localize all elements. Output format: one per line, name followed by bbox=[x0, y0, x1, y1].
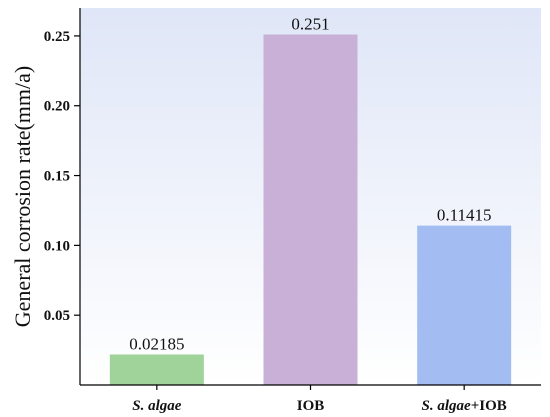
bar bbox=[417, 225, 512, 385]
x-tick-label: IOB bbox=[297, 398, 325, 414]
y-axis-title: General corrosion rate(mm/a) bbox=[10, 66, 35, 327]
y-tick-label: 0.25 bbox=[44, 29, 70, 45]
data-label: 0.02185 bbox=[129, 334, 184, 353]
bar bbox=[263, 34, 358, 385]
y-tick-label: 0.20 bbox=[44, 99, 70, 115]
bar bbox=[109, 354, 204, 385]
y-tick-label: 0.15 bbox=[44, 169, 70, 185]
x-tick-label: S. algae+IOB bbox=[422, 398, 507, 414]
x-tick-label-part: IOB bbox=[297, 398, 325, 414]
y-tick-label: 0.05 bbox=[44, 308, 70, 324]
data-label: 0.251 bbox=[291, 15, 329, 34]
x-tick-label-part: S. algae bbox=[132, 398, 182, 414]
y-tick-label: 0.10 bbox=[44, 238, 70, 254]
data-label: 0.11415 bbox=[437, 206, 492, 225]
x-tick-label: S. algae bbox=[132, 398, 182, 414]
x-tick-label-part: +IOB bbox=[471, 398, 507, 414]
x-tick-label-part: S. algae bbox=[422, 398, 472, 414]
